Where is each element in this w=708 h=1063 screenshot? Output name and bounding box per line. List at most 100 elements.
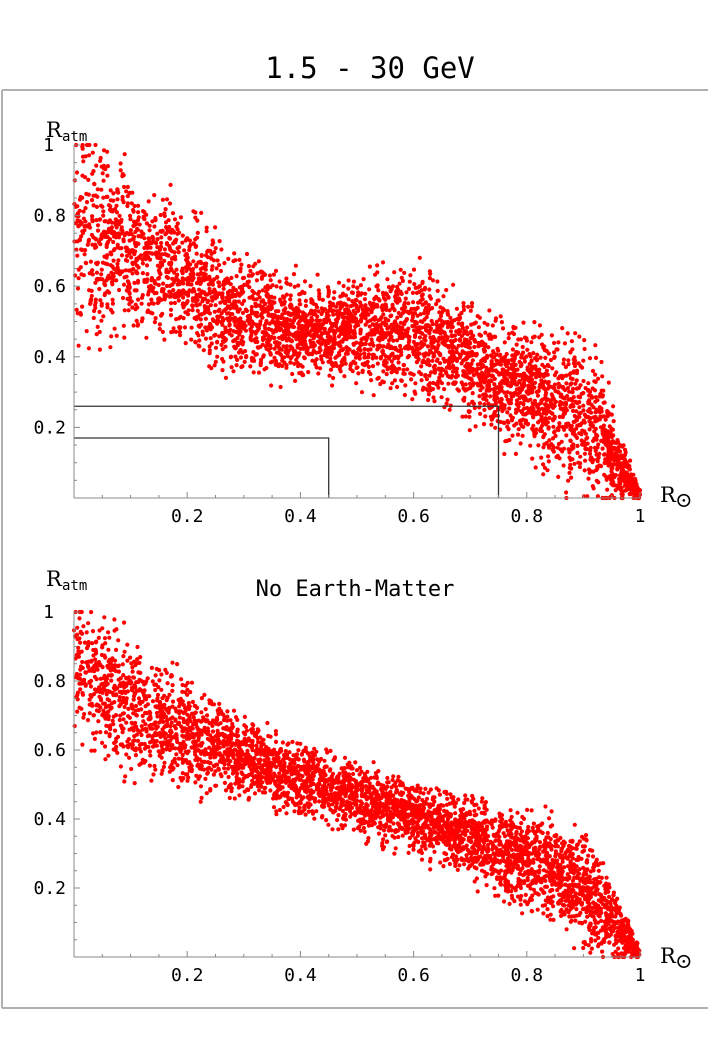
data-point xyxy=(168,247,173,252)
data-point xyxy=(564,381,569,386)
data-point xyxy=(79,234,84,239)
data-point xyxy=(223,337,229,342)
data-point xyxy=(569,423,574,429)
data-point xyxy=(363,316,368,321)
data-point xyxy=(85,224,90,229)
data-point xyxy=(206,248,211,253)
x-tick-label: 0.6 xyxy=(397,506,430,527)
data-point xyxy=(455,317,460,322)
data-point xyxy=(348,311,353,316)
data-point xyxy=(634,489,639,494)
data-point xyxy=(482,407,487,412)
data-point xyxy=(78,265,83,270)
data-point xyxy=(100,260,105,265)
data-point xyxy=(517,395,522,401)
data-point xyxy=(517,359,522,365)
data-point xyxy=(581,403,586,408)
data-point xyxy=(514,349,519,355)
data-point xyxy=(319,331,324,336)
data-point xyxy=(134,222,139,227)
data-point xyxy=(445,312,451,317)
data-point xyxy=(326,345,331,351)
data-point xyxy=(101,229,106,234)
data-point xyxy=(502,403,507,408)
data-point xyxy=(592,379,597,384)
data-point xyxy=(156,297,161,302)
data-point xyxy=(556,474,561,479)
data-point xyxy=(403,328,408,333)
data-point xyxy=(411,300,416,305)
data-point xyxy=(208,323,213,328)
data-point xyxy=(211,318,216,323)
data-point xyxy=(128,213,133,218)
data-point xyxy=(177,330,182,335)
data-point xyxy=(260,309,266,314)
data-point xyxy=(498,352,503,357)
data-point xyxy=(235,309,240,314)
data-point xyxy=(302,355,307,361)
data-point xyxy=(406,286,412,291)
data-point xyxy=(427,381,433,386)
data-point xyxy=(221,286,226,291)
data-point xyxy=(547,438,552,443)
data-point xyxy=(335,341,340,346)
data-point xyxy=(627,483,632,488)
data-point xyxy=(317,328,322,333)
data-point xyxy=(502,420,507,426)
data-point xyxy=(157,326,162,332)
data-point xyxy=(115,197,120,202)
data-point xyxy=(461,304,466,309)
data-point xyxy=(278,351,283,357)
data-point xyxy=(159,313,164,318)
data-point xyxy=(354,298,359,303)
data-point xyxy=(168,307,174,312)
data-point xyxy=(424,377,429,382)
data-point xyxy=(191,241,197,246)
data-point xyxy=(200,296,205,301)
data-point xyxy=(329,360,334,365)
data-point xyxy=(232,303,237,308)
data-point xyxy=(220,322,225,327)
data-point xyxy=(541,345,546,350)
data-point xyxy=(484,883,489,888)
data-point xyxy=(600,446,605,451)
data-point xyxy=(577,464,583,470)
data-point xyxy=(133,307,138,312)
data-point xyxy=(351,360,356,365)
data-point xyxy=(529,411,534,416)
data-point xyxy=(416,328,421,333)
data-point xyxy=(375,376,380,381)
data-point xyxy=(189,268,194,273)
data-point xyxy=(603,417,608,422)
data-point xyxy=(577,405,582,410)
data-point xyxy=(332,290,337,295)
data-point xyxy=(469,322,474,327)
data-point xyxy=(395,384,400,390)
data-point xyxy=(301,373,306,378)
data-point xyxy=(519,355,524,360)
data-point xyxy=(220,347,225,352)
data-point xyxy=(270,318,275,323)
data-point xyxy=(579,421,584,426)
data-point xyxy=(439,395,444,400)
data-point xyxy=(227,795,232,801)
data-point xyxy=(428,388,433,393)
data-point xyxy=(238,266,243,271)
data-point xyxy=(492,382,497,387)
data-point xyxy=(360,369,365,375)
data-point xyxy=(84,261,89,266)
data-point xyxy=(568,457,573,462)
data-point xyxy=(375,304,380,309)
data-point xyxy=(274,343,279,348)
data-point xyxy=(427,373,432,378)
data-point xyxy=(312,308,318,313)
data-point xyxy=(362,347,367,352)
data-point xyxy=(493,425,498,430)
data-point xyxy=(507,401,512,406)
data-point xyxy=(170,211,176,216)
data-point xyxy=(195,331,200,336)
data-point xyxy=(521,401,526,406)
data-point xyxy=(228,327,233,333)
data-point xyxy=(411,847,416,852)
data-point xyxy=(110,297,115,302)
